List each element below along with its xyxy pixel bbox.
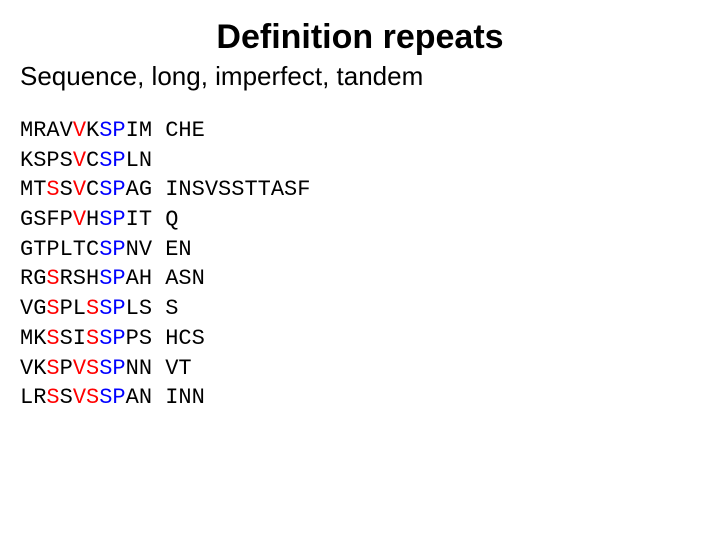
sequence-line: VKSPVSSPNN VT <box>20 354 700 384</box>
seq-segment: S <box>46 177 59 202</box>
seq-segment: NN <box>126 356 152 381</box>
column-gap <box>152 266 165 291</box>
seq-segment: SP <box>99 207 125 232</box>
seq-segment: INN <box>165 385 205 410</box>
seq-segment: SP <box>99 385 125 410</box>
seq-segment: SP <box>99 296 125 321</box>
column-gap <box>152 177 165 202</box>
column-gap <box>152 207 165 232</box>
column-gap <box>152 385 165 410</box>
slide: Definition repeats Sequence, long, imper… <box>0 0 720 433</box>
seq-segment: S <box>46 296 59 321</box>
seq-segment: ASN <box>165 266 205 291</box>
seq-segment: GSFP <box>20 207 73 232</box>
seq-segment: S <box>46 356 59 381</box>
seq-segment: VK <box>20 356 46 381</box>
seq-segment: IT <box>126 207 152 232</box>
column-gap <box>152 326 165 351</box>
page-subtitle: Sequence, long, imperfect, tandem <box>20 61 700 92</box>
seq-segment: S <box>86 296 99 321</box>
seq-segment: V <box>73 207 86 232</box>
seq-segment: VG <box>20 296 46 321</box>
seq-segment: PL <box>60 296 86 321</box>
column-gap <box>152 356 165 381</box>
seq-segment: H <box>86 207 99 232</box>
seq-segment: RSH <box>60 266 100 291</box>
seq-segment: S <box>165 296 178 321</box>
seq-segment: LN <box>126 148 152 173</box>
sequence-line: LRSSVSSPAN INN <box>20 383 700 413</box>
sequence-line: VGSPLSSPLS S <box>20 294 700 324</box>
sequence-block: MRAVVKSPIM CHEKSPSVCSPLNMTSSVCSPAG INSVS… <box>20 116 700 413</box>
sequence-line: RGSRSHSPAH ASN <box>20 264 700 294</box>
seq-segment: GTPLTC <box>20 237 99 262</box>
seq-segment: V <box>73 356 86 381</box>
seq-segment: IM <box>126 118 152 143</box>
seq-segment: CHE <box>165 118 205 143</box>
sequence-line: MRAVVKSPIM CHE <box>20 116 700 146</box>
seq-segment: SP <box>99 148 125 173</box>
seq-segment: V <box>73 177 86 202</box>
seq-segment: KSPS <box>20 148 73 173</box>
seq-segment: SP <box>99 266 125 291</box>
seq-segment: V <box>73 148 86 173</box>
seq-segment: S <box>46 326 59 351</box>
seq-segment: INSVSSTTASF <box>165 177 310 202</box>
sequence-line: MTSSVCSPAG INSVSSTTASF <box>20 175 700 205</box>
sequence-line: MKSSISSPPS HCS <box>20 324 700 354</box>
seq-segment: S <box>86 385 99 410</box>
seq-segment: V <box>73 385 86 410</box>
seq-segment: RG <box>20 266 46 291</box>
seq-segment: NV <box>126 237 152 262</box>
sequence-line: GSFPVHSPIT Q <box>20 205 700 235</box>
seq-segment: MK <box>20 326 46 351</box>
seq-segment: LR <box>20 385 46 410</box>
seq-segment: V <box>73 118 86 143</box>
page-title: Definition repeats <box>20 18 700 57</box>
seq-segment: S <box>86 356 99 381</box>
seq-segment: SI <box>60 326 86 351</box>
seq-segment: EN <box>165 237 191 262</box>
seq-segment: MT <box>20 177 46 202</box>
seq-segment: K <box>86 118 99 143</box>
seq-segment: C <box>86 177 99 202</box>
seq-segment: P <box>60 356 73 381</box>
seq-segment: AG <box>126 177 152 202</box>
seq-segment: S <box>46 266 59 291</box>
seq-segment: S <box>60 385 73 410</box>
seq-segment: Q <box>165 207 178 232</box>
column-gap <box>152 118 165 143</box>
sequence-line: KSPSVCSPLN <box>20 146 700 176</box>
seq-segment: VT <box>165 356 191 381</box>
seq-segment: SP <box>99 237 125 262</box>
seq-segment: PS <box>126 326 152 351</box>
seq-segment: AN <box>126 385 152 410</box>
seq-segment: HCS <box>165 326 205 351</box>
seq-segment: SP <box>99 326 125 351</box>
seq-segment: S <box>46 385 59 410</box>
seq-segment: S <box>86 326 99 351</box>
column-gap <box>152 237 165 262</box>
seq-segment: SP <box>99 118 125 143</box>
seq-segment: SP <box>99 356 125 381</box>
column-gap <box>152 296 165 321</box>
seq-segment: LS <box>126 296 152 321</box>
seq-segment: SP <box>99 177 125 202</box>
seq-segment: C <box>86 148 99 173</box>
seq-segment: S <box>60 177 73 202</box>
sequence-line: GTPLTCSPNV EN <box>20 235 700 265</box>
seq-segment: AH <box>126 266 152 291</box>
seq-segment: MRAV <box>20 118 73 143</box>
